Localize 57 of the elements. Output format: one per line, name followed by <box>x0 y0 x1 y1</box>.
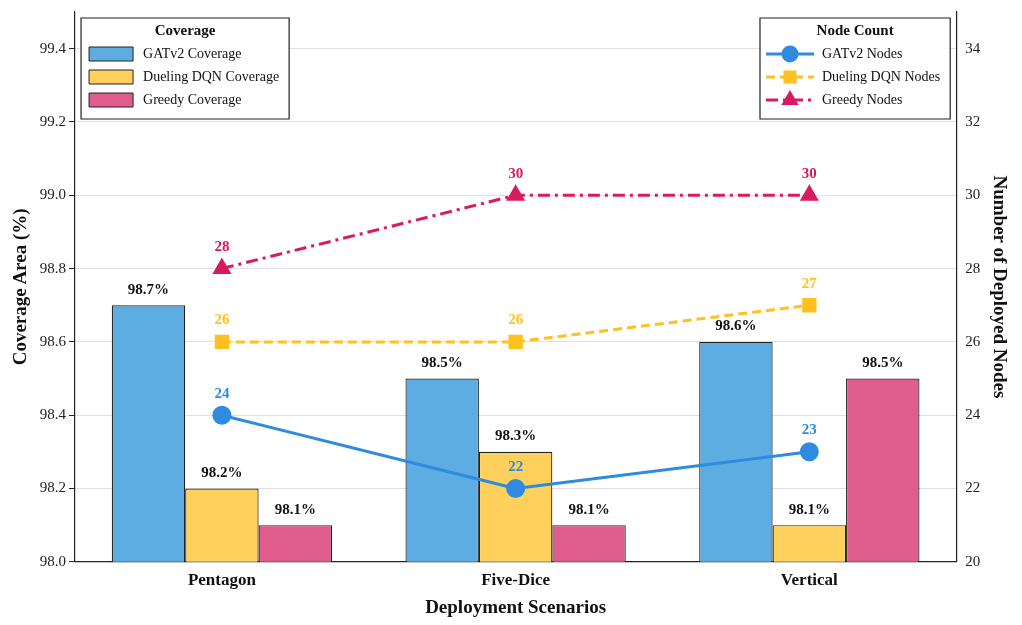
data-label: 98.2% <box>201 463 243 480</box>
data-label: 98.1% <box>274 500 316 517</box>
point <box>802 298 817 313</box>
data-label: 28 <box>214 237 230 254</box>
data-label: 22 <box>508 457 524 474</box>
y2-tick-label: 32 <box>965 112 981 129</box>
point <box>507 185 525 201</box>
data-label: 98.1% <box>568 500 610 517</box>
data-label: 30 <box>801 164 817 181</box>
y2-tick-label: 26 <box>965 332 981 349</box>
annotation: Node Count <box>816 21 894 38</box>
legend-label: Greedy Nodes <box>821 91 903 107</box>
data-label: 30 <box>508 164 524 181</box>
y-tick-label: 98.6 <box>39 332 67 349</box>
y2-tick-label: 30 <box>965 186 981 203</box>
legend-label: Dueling DQN Coverage <box>143 68 280 84</box>
y2-tick-label: 22 <box>965 479 981 496</box>
data-label: 98.3% <box>495 427 537 444</box>
legend-label: Dueling DQN Nodes <box>821 68 941 84</box>
data-label: 98.7% <box>127 280 170 297</box>
point <box>800 185 818 201</box>
data-label: 24 <box>214 384 230 401</box>
y2-tick-label: 28 <box>965 259 981 276</box>
point <box>506 478 526 498</box>
y-tick-label: 99.4 <box>39 39 67 56</box>
data-label: 98.1% <box>788 500 830 517</box>
data-label: 98.6% <box>715 317 757 334</box>
y2-tick-label: 24 <box>965 406 981 423</box>
legend-label: Greedy Coverage <box>143 91 242 107</box>
data-label: 26 <box>214 311 230 328</box>
point <box>214 334 230 350</box>
legend-label: GATv2 Nodes <box>821 45 903 61</box>
y2-tick-label: 34 <box>965 39 981 56</box>
y-tick-label: 98.0 <box>39 552 67 569</box>
data-label: 98.5% <box>862 353 904 370</box>
y-tick-label: 98.8 <box>39 259 67 276</box>
data-label: 23 <box>801 421 817 438</box>
x-axis-title: Deployment Scenarios <box>425 595 607 617</box>
legend-label: GATv2 Coverage <box>143 45 242 61</box>
y-tick-label: 98.2 <box>39 479 67 496</box>
y-tick-label: 98.4 <box>39 406 67 423</box>
y2-tick-label: 20 <box>965 552 981 569</box>
y-tick-label: 99.0 <box>39 186 67 203</box>
y-axis-title: Coverage Area (%) <box>9 208 32 366</box>
x-tick-label: Five-Dice <box>481 570 551 590</box>
legend-title: Coverage <box>154 21 216 38</box>
y-tick-label: 99.2 <box>39 112 67 129</box>
data-label: 98.5% <box>421 353 463 370</box>
x-tick-label: Vertical <box>780 570 839 590</box>
y2-axis-title: Number of Deployed Nodes <box>989 175 1011 399</box>
point <box>508 334 523 350</box>
data-label: 27 <box>801 274 818 291</box>
point <box>213 259 231 275</box>
point <box>799 442 819 462</box>
x-tick-label: Pentagon <box>187 570 257 590</box>
data-label: 26 <box>508 311 524 328</box>
point <box>212 405 232 425</box>
